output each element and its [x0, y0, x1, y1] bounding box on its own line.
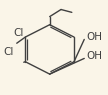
Text: Cl: Cl	[4, 47, 14, 57]
Text: Cl: Cl	[13, 28, 24, 38]
Text: OH: OH	[86, 51, 102, 61]
Text: OH: OH	[86, 32, 102, 42]
